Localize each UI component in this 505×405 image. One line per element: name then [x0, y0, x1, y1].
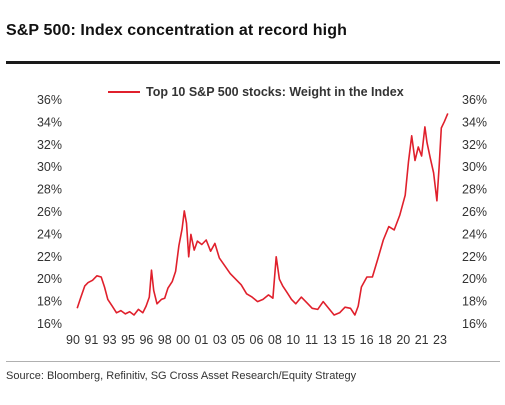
y-tick-label-left: 34% — [37, 115, 62, 129]
y-tick-label-left: 16% — [37, 317, 62, 331]
source-note: Source: Bloomberg, Refinitiv, SG Cross A… — [6, 370, 357, 382]
y-tick-label-left: 20% — [37, 272, 62, 286]
x-tick-label: 10 — [286, 333, 300, 347]
x-tick-label: 20 — [396, 333, 410, 347]
x-tick-label: 98 — [158, 333, 172, 347]
y-tick-label-left: 30% — [37, 160, 62, 174]
x-tick-label: 16 — [360, 333, 374, 347]
title-divider — [6, 61, 500, 64]
x-tick-label: 91 — [84, 333, 98, 347]
y-tick-label-right: 28% — [462, 183, 487, 197]
x-tick-label: 18 — [378, 333, 392, 347]
y-tick-label-right: 24% — [462, 227, 487, 241]
y-tick-label-left: 22% — [37, 250, 62, 264]
x-tick-label: 21 — [415, 333, 429, 347]
x-tick-label: 05 — [231, 333, 245, 347]
x-tick-label: 13 — [323, 333, 337, 347]
x-tick-label: 11 — [305, 333, 318, 347]
y-tick-label-right: 16% — [462, 317, 487, 331]
y-tick-label-right: 34% — [462, 115, 487, 129]
chart-title: S&P 500: Index concentration at record h… — [6, 22, 347, 39]
y-tick-label-left: 26% — [37, 205, 62, 219]
y-tick-label-left: 32% — [37, 138, 62, 152]
x-tick-label: 00 — [176, 333, 190, 347]
x-tick-label: 93 — [103, 333, 117, 347]
x-tick-label: 96 — [139, 333, 153, 347]
y-tick-label-left: 36% — [37, 93, 62, 107]
x-tick-label: 03 — [213, 333, 227, 347]
legend-label: Top 10 S&P 500 stocks: Weight in the Ind… — [146, 85, 404, 99]
footer-divider — [6, 361, 500, 362]
x-tick-label: 08 — [268, 333, 282, 347]
x-tick-label: 90 — [66, 333, 80, 347]
y-tick-label-right: 22% — [462, 250, 487, 264]
y-tick-label-right: 32% — [462, 138, 487, 152]
y-tick-label-right: 36% — [462, 93, 487, 107]
y-tick-label-right: 26% — [462, 205, 487, 219]
line-chart: 16% 16% 18% 18% 20% 20% 22% 22% 24% 24% 26% 26% 28% 2… — [37, 85, 487, 347]
y-tick-label-right: 20% — [462, 272, 487, 286]
y-tick-label-left: 28% — [37, 183, 62, 197]
x-tick-label: 95 — [121, 333, 135, 347]
x-tick-label: 01 — [194, 333, 208, 347]
x-tick-label: 15 — [341, 333, 355, 347]
x-tick-label: 23 — [433, 333, 447, 347]
series-line — [76, 113, 449, 316]
y-tick-label-left: 18% — [37, 295, 62, 309]
y-tick-label-right: 30% — [462, 160, 487, 174]
y-tick-label-left: 24% — [37, 227, 62, 241]
x-tick-label: 06 — [250, 333, 264, 347]
y-tick-label-right: 18% — [462, 295, 487, 309]
